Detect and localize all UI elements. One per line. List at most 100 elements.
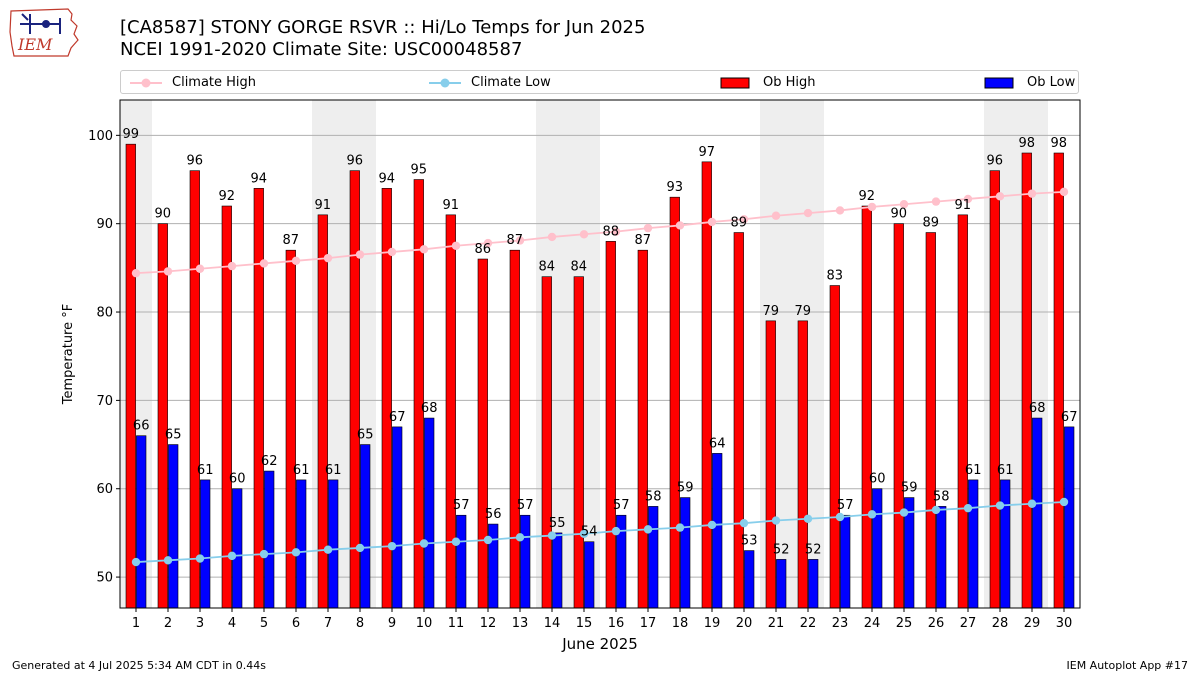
ob-high-bar-5 xyxy=(253,188,264,609)
ob-low-bar-14 xyxy=(552,532,563,609)
climate-high-line xyxy=(135,190,1065,275)
x-tick-label-4: 4 xyxy=(228,616,236,631)
logo-text: IEM xyxy=(17,35,53,54)
ob-high-label-9: 94 xyxy=(379,171,396,186)
climate-high-point-28 xyxy=(995,192,1005,201)
ob-high-swatch-icon xyxy=(720,77,750,89)
x-tick-label-22: 22 xyxy=(800,616,817,631)
climate-high-point-21 xyxy=(771,211,781,220)
ob-low-bar-9 xyxy=(392,426,403,609)
climate-low-point-10 xyxy=(419,539,429,548)
climate-low-point-21 xyxy=(771,516,781,525)
ob-low-bar-5 xyxy=(264,470,275,609)
x-tick-label-17: 17 xyxy=(640,616,657,631)
ob-low-label-30: 67 xyxy=(1061,410,1078,425)
climate-low-point-20 xyxy=(739,518,749,528)
ob-low-label-23: 57 xyxy=(837,498,854,513)
climate-high-point-10 xyxy=(419,245,429,254)
climate-high-point-5 xyxy=(259,259,269,268)
ob-high-bar-15 xyxy=(573,276,584,609)
climate-low-point-26 xyxy=(931,505,941,515)
iem-logo: IEM xyxy=(8,6,82,60)
climate-high-point-12 xyxy=(483,238,493,248)
weekend-band-15 xyxy=(568,100,600,608)
climate-low-point-5 xyxy=(259,549,269,559)
ob-low-label-20: 53 xyxy=(741,534,758,549)
climate-low-point-6 xyxy=(291,548,301,557)
climate-low-point-1 xyxy=(131,557,141,567)
ob-low-bar-22 xyxy=(808,559,819,609)
ob-low-label-18: 59 xyxy=(677,481,694,496)
ob-low-label-16: 57 xyxy=(613,498,630,513)
x-tick-label-27: 27 xyxy=(960,616,977,631)
x-tick-label-24: 24 xyxy=(864,616,881,631)
climate-high-point-18 xyxy=(675,221,685,230)
climate-high-point-27 xyxy=(963,194,973,204)
x-tick-label-10: 10 xyxy=(416,616,433,631)
ob-high-bar-29 xyxy=(1021,152,1032,609)
x-tick-label-26: 26 xyxy=(928,616,945,631)
y-tick-label-100: 100 xyxy=(88,129,113,144)
ob-high-label-19: 97 xyxy=(699,145,716,160)
weekend-band-28 xyxy=(984,100,1016,608)
ob-high-label-30: 98 xyxy=(1051,136,1068,151)
ob-high-label-14: 84 xyxy=(539,260,556,275)
ob-low-label-21: 52 xyxy=(773,542,790,557)
app-credit: IEM Autoplot App #17 xyxy=(1066,659,1189,672)
ob-low-label-9: 67 xyxy=(389,410,406,425)
ob-high-label-5: 94 xyxy=(251,171,268,186)
ob-low-bar-3 xyxy=(200,479,211,609)
x-tick-label-19: 19 xyxy=(704,616,721,631)
x-axis-label: June 2025 xyxy=(561,635,638,653)
y-tick-label-50: 50 xyxy=(96,571,113,586)
ob-high-label-21: 79 xyxy=(763,304,780,319)
ob-low-label-17: 58 xyxy=(645,489,662,504)
ob-high-bar-17 xyxy=(637,249,648,609)
x-tick-label-16: 16 xyxy=(608,616,625,631)
x-tick-label-2: 2 xyxy=(164,616,172,631)
x-tick-label-23: 23 xyxy=(832,616,849,631)
climate-low-point-15 xyxy=(579,529,589,538)
y-axis: 50 60 70 80 90 100 xyxy=(88,129,120,586)
ob-low-bar-26 xyxy=(936,506,947,609)
ob-low-label-19: 64 xyxy=(709,436,726,451)
legend-label-ob-high: Ob High xyxy=(763,75,816,90)
ob-low-bar-20 xyxy=(744,550,755,609)
weekend-band-7 xyxy=(312,100,344,608)
ob-low-label-15: 54 xyxy=(581,525,598,540)
ob-high-label-10: 95 xyxy=(411,163,428,178)
x-tick-label-11: 11 xyxy=(448,616,465,631)
ob-high-bar-26 xyxy=(925,232,936,609)
climate-high-line-icon xyxy=(130,78,162,88)
ob-low-bar-6 xyxy=(296,479,307,609)
ob-low-bar-30 xyxy=(1064,426,1075,609)
ob-high-label-22: 79 xyxy=(795,304,812,319)
ob-low-bar-11 xyxy=(456,514,467,609)
ob-low-bar-1 xyxy=(136,435,147,609)
climate-low-point-16 xyxy=(611,526,621,536)
y-tick-label-70: 70 xyxy=(96,394,113,409)
climate-low-point-7 xyxy=(323,545,333,554)
ob-high-bar-22 xyxy=(797,320,808,609)
ob-high-label-12: 86 xyxy=(475,242,492,257)
ob-high-label-27: 91 xyxy=(955,198,972,213)
ob-high-bar-28 xyxy=(989,170,1000,609)
climate-high-point-20 xyxy=(739,215,749,224)
x-tick-label-1: 1 xyxy=(132,616,140,631)
x-tick-label-20: 20 xyxy=(736,616,753,631)
climate-high-point-2 xyxy=(163,267,173,276)
climate-high-point-17 xyxy=(643,223,653,233)
weekend-band-21 xyxy=(760,100,792,608)
climate-low-point-22 xyxy=(803,514,813,523)
x-tick-label-5: 5 xyxy=(260,616,268,631)
x-axis: 1 2 3 4 5 6 7 8 9 10 11 12 13 14 15 16 17 18 19 20 21 22 23 24 2… xyxy=(132,608,1072,631)
climate-low-line xyxy=(135,501,1065,563)
ob-high-label-11: 91 xyxy=(443,198,460,213)
ob-low-label-24: 60 xyxy=(869,472,886,487)
climate-high-point-4 xyxy=(227,261,237,271)
ob-low-label-3: 61 xyxy=(197,463,214,478)
ob-low-label-2: 65 xyxy=(165,428,182,443)
climate-high-point-19 xyxy=(707,217,717,227)
y-tick-label-80: 80 xyxy=(96,306,113,321)
